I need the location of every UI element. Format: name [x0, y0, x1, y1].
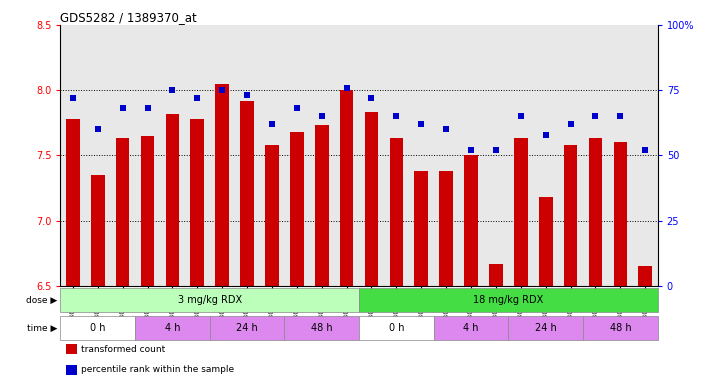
Text: 4 h: 4 h [165, 323, 180, 333]
Bar [60, 316, 135, 340]
Point [515, 113, 526, 119]
Point [266, 121, 277, 127]
Bar [583, 316, 658, 340]
Point [141, 105, 154, 111]
Bar [390, 139, 403, 286]
Bar [340, 90, 353, 286]
Bar [434, 316, 508, 340]
Bar [439, 171, 453, 286]
Text: percentile rank within the sample: percentile rank within the sample [81, 365, 235, 374]
Text: transformed count: transformed count [81, 345, 166, 354]
Point [166, 87, 178, 93]
Point [67, 95, 78, 101]
Text: 3 mg/kg RDX: 3 mg/kg RDX [178, 295, 242, 305]
Bar [464, 156, 478, 286]
Point [639, 147, 651, 153]
Bar [66, 119, 80, 286]
Bar [191, 119, 204, 286]
Point [589, 113, 601, 119]
Point [117, 105, 128, 111]
Text: GDS5282 / 1389370_at: GDS5282 / 1389370_at [60, 11, 197, 24]
Text: 0 h: 0 h [389, 323, 404, 333]
Bar [116, 139, 129, 286]
Bar [91, 175, 105, 286]
Point [391, 113, 402, 119]
Text: dose ▶: dose ▶ [26, 295, 58, 305]
Bar [135, 316, 210, 340]
Bar [284, 316, 359, 340]
Bar [166, 114, 179, 286]
Bar [589, 139, 602, 286]
Text: 48 h: 48 h [609, 323, 631, 333]
Point [565, 121, 576, 127]
Text: 48 h: 48 h [311, 323, 333, 333]
Text: time ▶: time ▶ [27, 324, 58, 333]
Point [191, 95, 203, 101]
Text: 24 h: 24 h [236, 323, 258, 333]
Bar [415, 171, 428, 286]
Bar [359, 316, 434, 340]
Point [92, 126, 104, 132]
Bar [365, 113, 378, 286]
Bar [489, 264, 503, 286]
Bar [539, 197, 552, 286]
Text: 4 h: 4 h [464, 323, 479, 333]
Bar [638, 266, 652, 286]
Bar [315, 126, 328, 286]
Point [415, 121, 427, 127]
Point [465, 147, 476, 153]
Point [490, 147, 501, 153]
Point [440, 126, 452, 132]
Bar [210, 316, 284, 340]
Point [316, 113, 327, 119]
Bar [66, 364, 77, 375]
Bar [141, 136, 154, 286]
Point [241, 92, 253, 98]
Bar [508, 316, 583, 340]
Bar [66, 344, 77, 354]
Bar [290, 132, 304, 286]
Bar [60, 288, 359, 312]
Point [365, 95, 377, 101]
Point [216, 87, 228, 93]
Point [540, 131, 551, 137]
Bar [359, 288, 658, 312]
Bar [265, 145, 279, 286]
Text: 18 mg/kg RDX: 18 mg/kg RDX [474, 295, 543, 305]
Bar [614, 142, 627, 286]
Point [614, 113, 626, 119]
Bar [514, 139, 528, 286]
Point [292, 105, 303, 111]
Text: 24 h: 24 h [535, 323, 557, 333]
Bar [564, 145, 577, 286]
Bar [215, 84, 229, 286]
Point [341, 84, 352, 91]
Bar [240, 101, 254, 286]
Text: 0 h: 0 h [90, 323, 105, 333]
